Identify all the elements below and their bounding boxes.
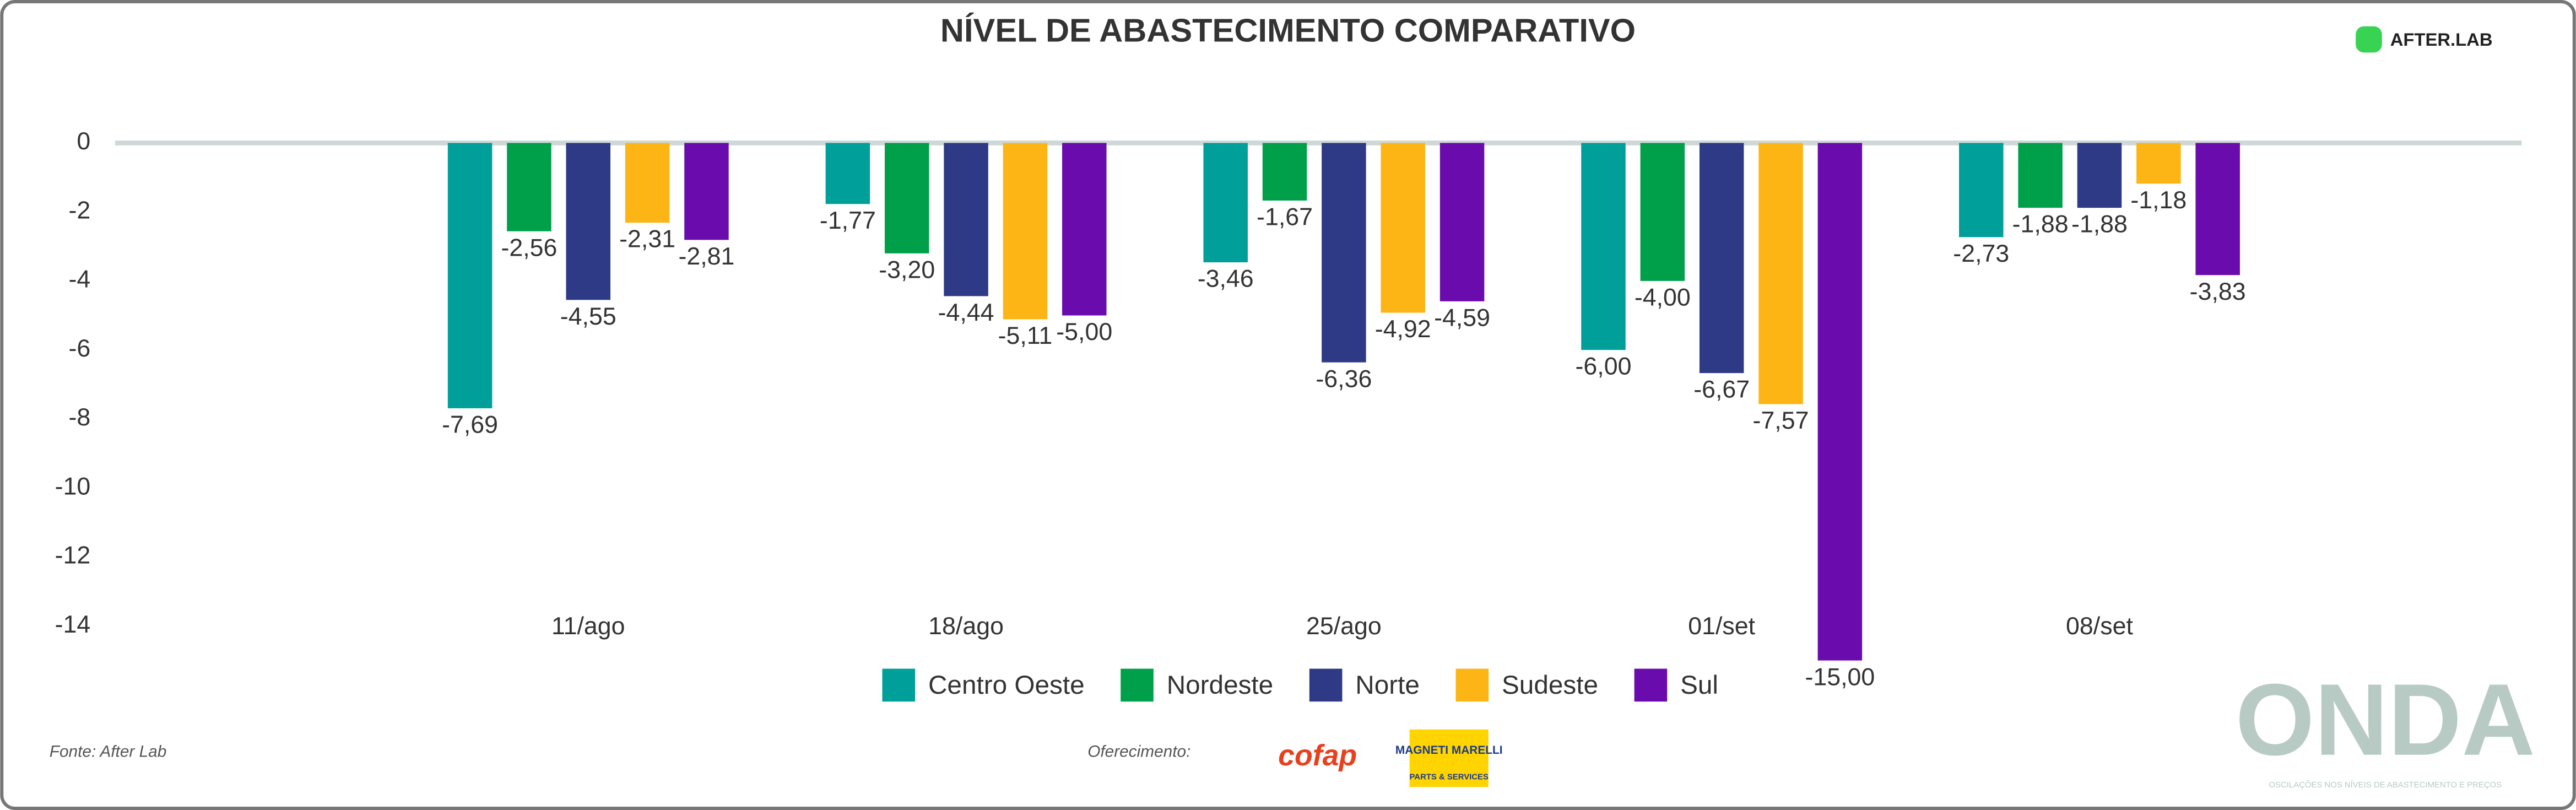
value-label: -4,44 bbox=[938, 299, 994, 326]
value-label: -1,18 bbox=[2130, 187, 2187, 214]
value-label: -4,59 bbox=[1434, 304, 1490, 331]
legend-label: Norte bbox=[1355, 671, 1420, 700]
legend-label: Sul bbox=[1680, 671, 1718, 700]
bar bbox=[2018, 143, 2063, 208]
x-tick-label: 25/ago bbox=[1306, 613, 1382, 640]
legend-swatch bbox=[1634, 668, 1668, 702]
bar bbox=[884, 143, 929, 253]
legend-label: Sudeste bbox=[1502, 671, 1598, 700]
source: Fonte: After Lab bbox=[50, 743, 167, 761]
bar bbox=[1203, 143, 1248, 263]
value-label: -2,73 bbox=[1953, 240, 2009, 267]
legend-swatch bbox=[882, 668, 916, 702]
bar bbox=[507, 143, 551, 231]
y-tick-label: -2 bbox=[69, 197, 91, 224]
x-tick-label: 01/set bbox=[1688, 613, 1755, 640]
sponsor-label: Oferecimento: bbox=[1087, 743, 1190, 761]
bar bbox=[684, 143, 729, 240]
bar bbox=[447, 143, 493, 408]
sponsor-cofap: cofap bbox=[1278, 739, 1357, 772]
value-label: -1,67 bbox=[1257, 204, 1313, 231]
value-label: -5,11 bbox=[998, 322, 1053, 349]
value-label: -3,20 bbox=[879, 256, 935, 283]
value-label: -2,56 bbox=[501, 234, 557, 261]
bar bbox=[1439, 143, 1485, 301]
x-tick-label: 08/set bbox=[2066, 613, 2133, 640]
bar bbox=[566, 143, 611, 300]
bar bbox=[1699, 143, 1744, 374]
bar bbox=[1062, 143, 1107, 316]
bar bbox=[1581, 143, 1626, 350]
sponsor-parts: PARTS & SERVICES bbox=[1409, 773, 1488, 781]
logo-icon bbox=[2356, 26, 2382, 53]
value-label: -2,31 bbox=[619, 226, 675, 253]
brand-tagline: OSCILAÇÕES NOS NÍVEIS DE ABASTECIMENTO E… bbox=[2269, 780, 2502, 790]
value-label: -7,57 bbox=[1753, 407, 1809, 434]
sponsor-box bbox=[1409, 729, 1489, 787]
y-tick-label: -14 bbox=[55, 611, 91, 638]
value-label: -7,69 bbox=[442, 412, 498, 439]
bar bbox=[1758, 143, 1803, 404]
legend-swatch bbox=[1455, 668, 1489, 702]
y-tick-label: -4 bbox=[69, 266, 91, 293]
legend-swatch bbox=[1121, 668, 1154, 702]
bar bbox=[1959, 143, 2004, 237]
chart-title: NÍVEL DE ABASTECIMENTO COMPARATIVO bbox=[940, 12, 1636, 48]
value-label: -4,92 bbox=[1375, 316, 1431, 343]
bar bbox=[944, 143, 988, 296]
y-tick-label: 0 bbox=[77, 128, 90, 155]
x-tick-label: 18/ago bbox=[928, 613, 1004, 640]
y-tick-label: -12 bbox=[55, 542, 91, 569]
y-tick-label: -10 bbox=[55, 473, 91, 500]
value-label: -6,00 bbox=[1576, 353, 1632, 380]
bar bbox=[1322, 143, 1366, 363]
bar bbox=[1262, 143, 1307, 201]
value-label: -2,81 bbox=[678, 243, 734, 270]
bar bbox=[625, 143, 670, 223]
value-label: -15,00 bbox=[1805, 663, 1875, 690]
bar bbox=[2195, 143, 2240, 276]
logo: AFTER.LAB bbox=[2390, 29, 2493, 50]
bar bbox=[1381, 143, 1425, 313]
bar bbox=[1817, 143, 1863, 661]
bar bbox=[825, 143, 870, 204]
bar bbox=[2077, 143, 2122, 208]
value-label: -6,67 bbox=[1693, 376, 1750, 403]
value-label: -5,00 bbox=[1056, 318, 1112, 345]
value-label: -1,88 bbox=[2071, 211, 2128, 238]
legend-label: Centro Oeste bbox=[928, 671, 1085, 700]
bar bbox=[2136, 143, 2181, 184]
value-label: -4,00 bbox=[1635, 284, 1691, 311]
value-label: -1,77 bbox=[820, 207, 876, 234]
value-label: -4,55 bbox=[560, 303, 616, 330]
bar bbox=[1003, 143, 1048, 320]
value-label: -3,46 bbox=[1198, 266, 1254, 293]
sponsor-magneti: MAGNETI MARELLI bbox=[1395, 744, 1503, 757]
bar bbox=[1640, 143, 1685, 281]
y-tick-label: -8 bbox=[69, 404, 91, 431]
legend-label: Nordeste bbox=[1167, 671, 1274, 700]
value-label: -3,83 bbox=[2190, 278, 2246, 305]
value-label: -6,36 bbox=[1316, 365, 1372, 392]
legend-swatch bbox=[1309, 668, 1343, 702]
y-tick-label: -6 bbox=[69, 335, 91, 362]
x-tick-label: 11/ago bbox=[551, 613, 625, 640]
value-label: -1,88 bbox=[2012, 211, 2069, 238]
brand: ONDA bbox=[2236, 663, 2535, 777]
